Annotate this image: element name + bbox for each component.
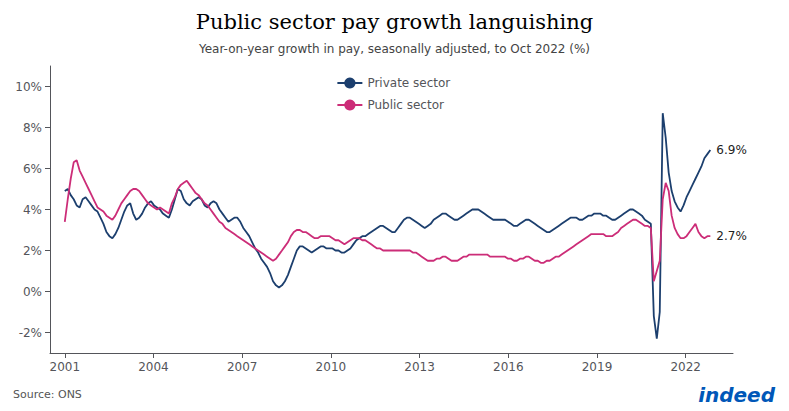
svg-text:2001: 2001 — [50, 360, 81, 374]
svg-text:indeed: indeed — [698, 383, 776, 407]
svg-text:2010: 2010 — [316, 360, 347, 374]
svg-text:2007: 2007 — [227, 360, 258, 374]
svg-text:-2%: -2% — [19, 326, 42, 340]
svg-text:8%: 8% — [23, 121, 42, 135]
svg-text:Year-on-year growth in pay, se: Year-on-year growth in pay, seasonally a… — [198, 42, 590, 56]
svg-text:0%: 0% — [23, 285, 42, 299]
svg-text:Source: ONS: Source: ONS — [13, 388, 82, 401]
svg-text:2%: 2% — [23, 244, 42, 258]
svg-text:2019: 2019 — [582, 360, 613, 374]
svg-text:2016: 2016 — [493, 360, 524, 374]
svg-text:Public sector pay growth langu: Public sector pay growth languishing — [196, 10, 593, 34]
svg-text:2004: 2004 — [138, 360, 169, 374]
svg-text:2.7%: 2.7% — [716, 229, 747, 243]
svg-text:2022: 2022 — [670, 360, 701, 374]
svg-text:2013: 2013 — [404, 360, 435, 374]
svg-text:6.9%: 6.9% — [716, 143, 747, 157]
svg-text:Private sector: Private sector — [367, 76, 450, 90]
svg-text:4%: 4% — [23, 203, 42, 217]
svg-text:Public sector: Public sector — [367, 98, 444, 112]
svg-text:6%: 6% — [23, 162, 42, 176]
svg-text:10%: 10% — [15, 80, 42, 94]
